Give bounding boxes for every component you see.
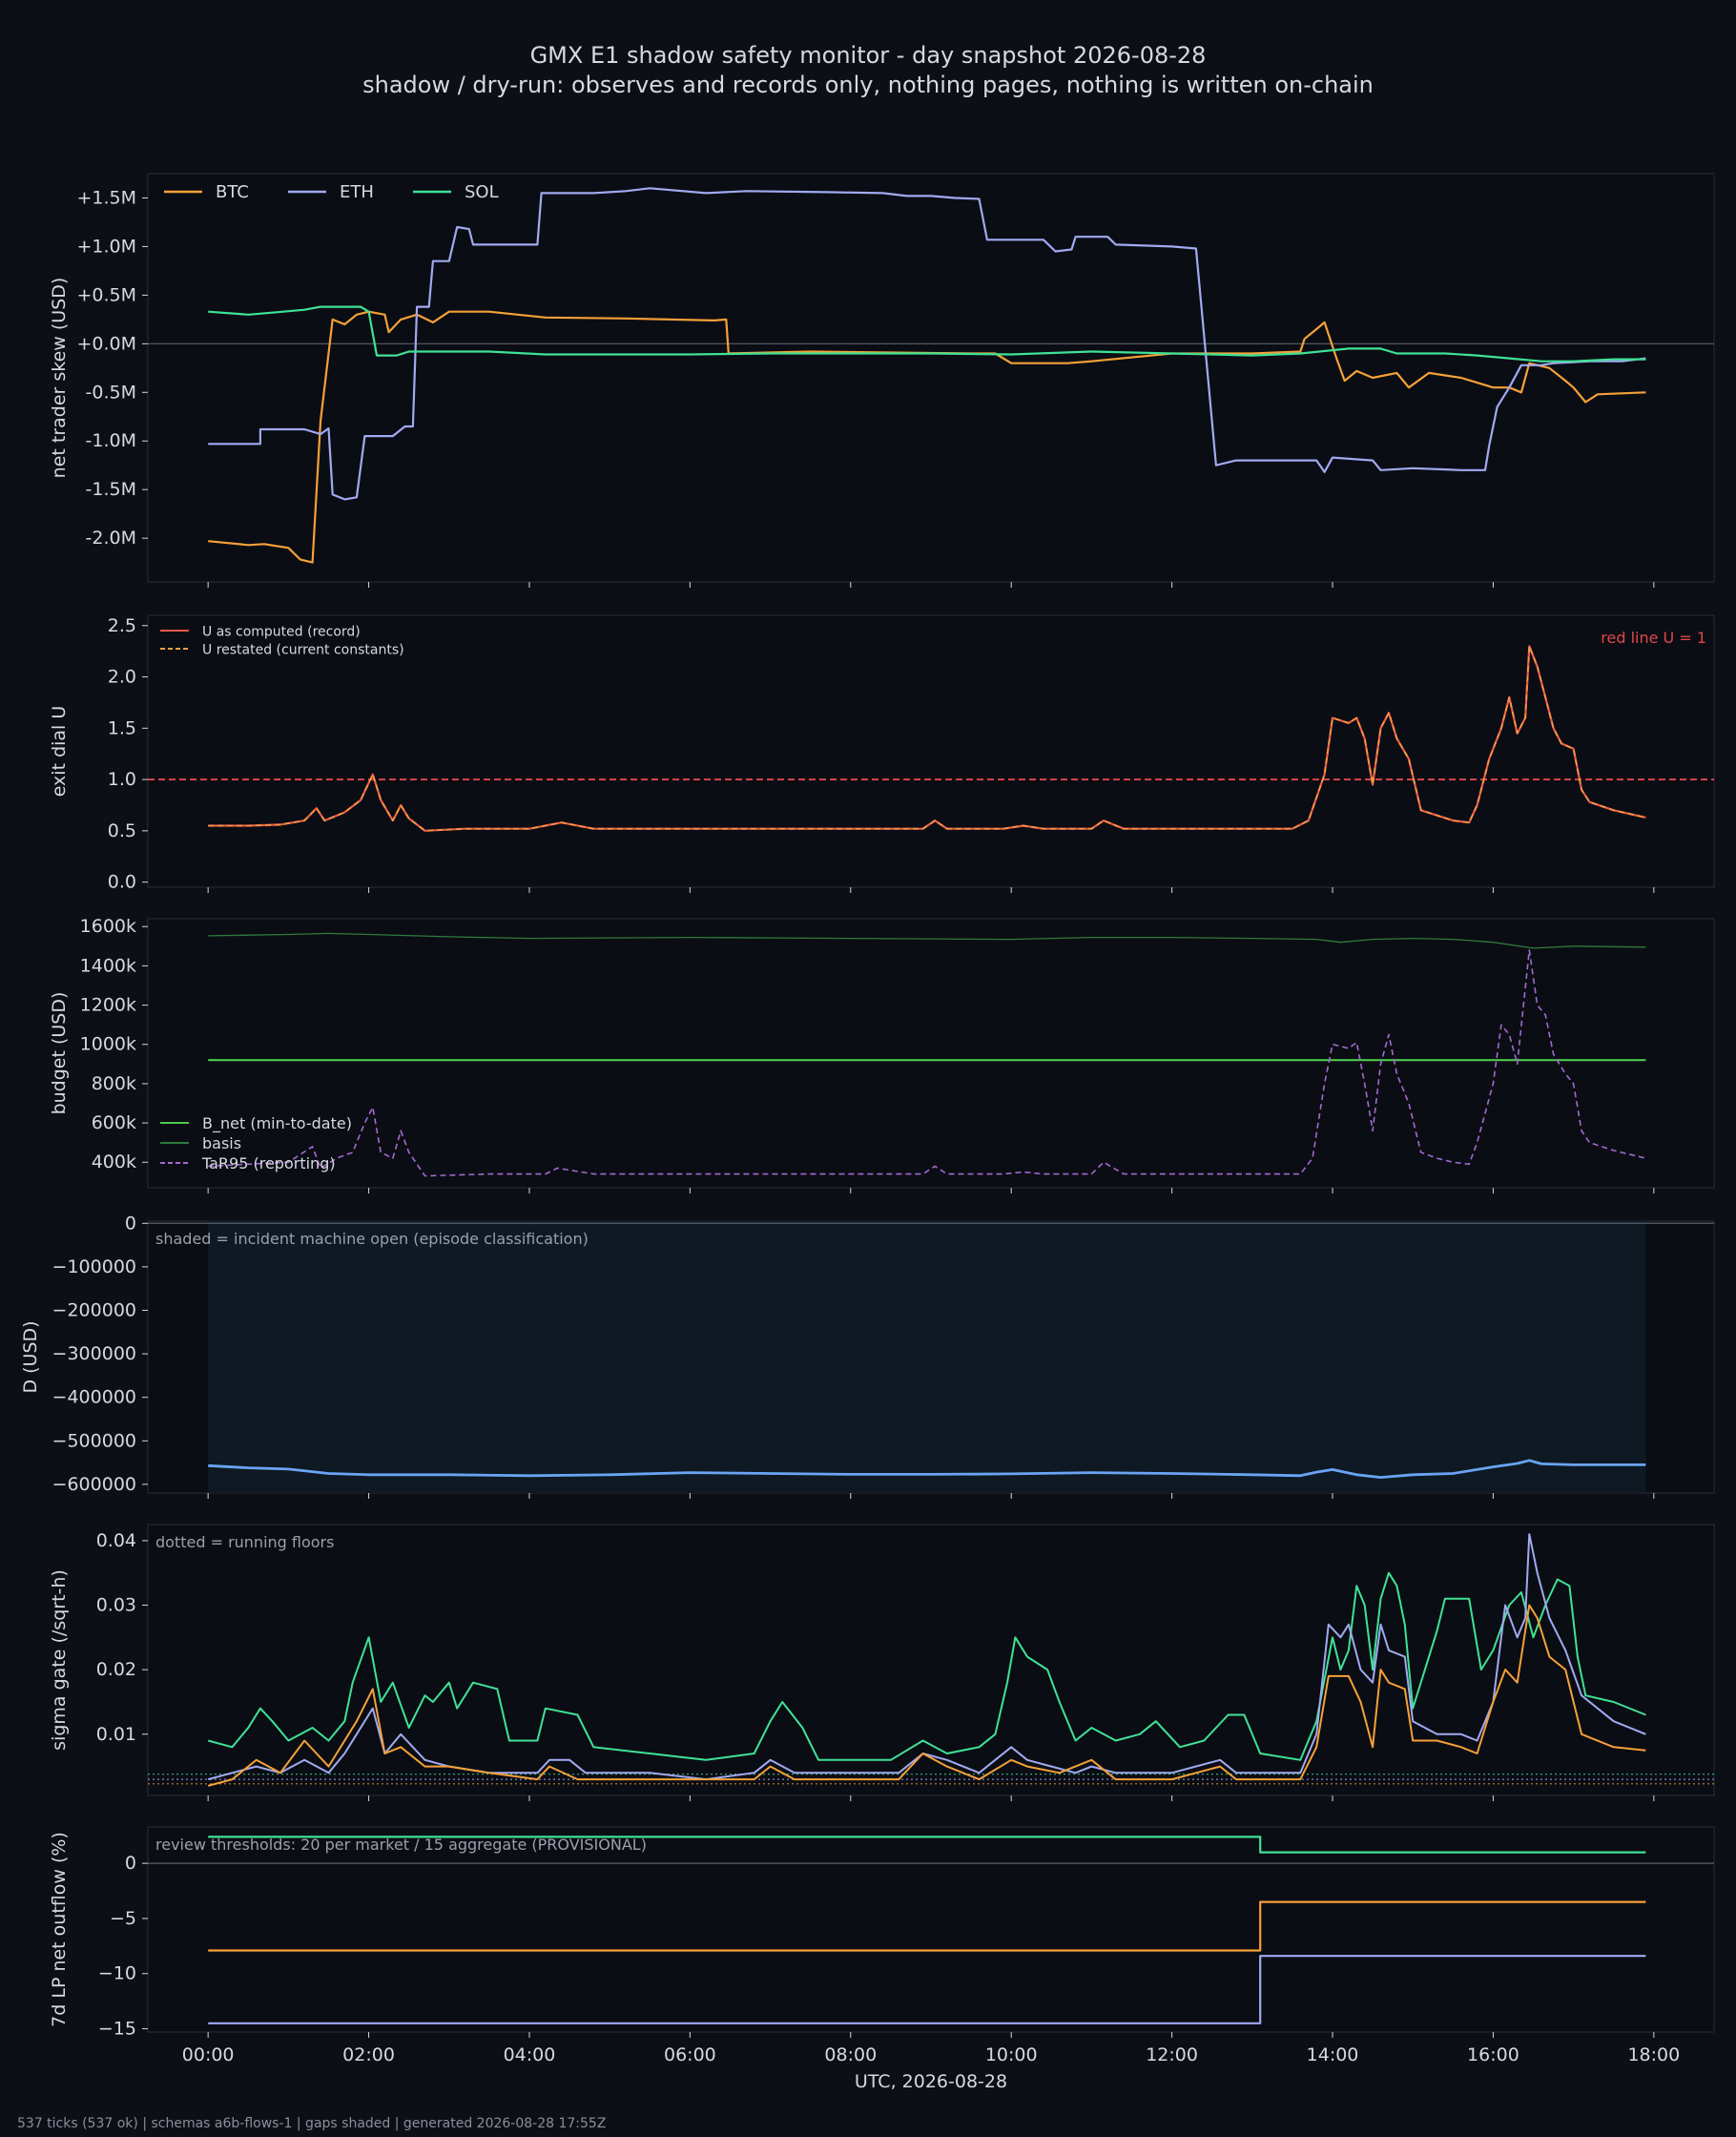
legend: B_net (min-to-date)basis TaR95 (reporting… — [160, 1114, 352, 1172]
x-tick-label: 18:00 — [1627, 2044, 1680, 2065]
panel-sigma: 0.04 0.03 0.02 0.01 sigma gate (/sqrt-h) dott… — [49, 1524, 1715, 1801]
y-tick-label: 0 — [125, 1853, 136, 1874]
panel-annotation: dotted = running floors — [155, 1533, 334, 1551]
y-tick-label: +1.0M — [76, 236, 136, 257]
series-line-tar95-reporting — [208, 949, 1646, 1177]
y-axis-label: 7d LP net outflow (%) — [49, 1832, 70, 2027]
x-tick-label: 10:00 — [985, 2044, 1038, 2065]
y-tick-label: −600000 — [52, 1474, 136, 1495]
incident-shaded-span — [208, 1221, 1646, 1493]
series-line-sol — [208, 305, 1646, 363]
chart-panels: +1.5M +1.0M +0.5M +0.0M -0.5M -1.0M -1.5M -2.0M… — [20, 173, 1715, 2092]
x-axis-label: UTC, 2026-08-28 — [855, 2071, 1007, 2092]
legend-label: U as computed (record) — [202, 624, 361, 639]
panel-annotation: shaded = incident machine open (episode … — [155, 1230, 589, 1248]
y-tick-label: 0.01 — [96, 1724, 136, 1745]
y-tick-label: 0.03 — [96, 1595, 136, 1616]
panel-d-usd: 0 −100000 −200000 −300000 −400000 −500000 −600… — [20, 1213, 1715, 1499]
y-tick-label: −200000 — [52, 1299, 136, 1320]
series-line-basis — [208, 932, 1646, 949]
y-tick-label: -1.5M — [86, 479, 136, 500]
series-line-btc — [208, 1900, 1646, 1952]
series-line-u-restated-current-constants — [208, 645, 1646, 832]
y-tick-label: +0.0M — [76, 333, 136, 354]
panel-frame — [147, 918, 1715, 1189]
y-tick-label: 0.0 — [108, 872, 136, 893]
figure-subtitle: shadow / dry-run: observes and records o… — [362, 72, 1374, 98]
panel-lp-outflow: 0 −5 −10 −15 7d LP net outflow (%) review thr… — [49, 1826, 1715, 2092]
y-tick-label: 1400k — [80, 955, 136, 976]
x-tick-label: 06:00 — [664, 2044, 716, 2065]
panel-exit-dial: 2.5 2.0 1.5 1.0 0.5 0.0 exit dial U red line U … — [49, 614, 1715, 893]
y-axis-label: budget (USD) — [49, 992, 70, 1115]
legend-label: B_net (min-to-date) — [202, 1114, 352, 1133]
y-tick-label: −400000 — [52, 1387, 136, 1408]
y-tick-label: +0.5M — [76, 284, 136, 305]
y-tick-label: 0.5 — [108, 820, 136, 841]
y-axis-label: D (USD) — [20, 1320, 41, 1393]
y-tick-label: 0.04 — [96, 1530, 136, 1551]
y-tick-label: 2.5 — [108, 615, 136, 636]
y-tick-label: 0 — [125, 1213, 136, 1234]
y-tick-label: −10 — [98, 1963, 136, 1984]
x-tick-label: 00:00 — [182, 2044, 235, 2065]
panel-annotation: review thresholds: 20 per market / 15 ag… — [155, 1836, 647, 1854]
footer-status: 537 ticks (537 ok) | schemas a6b-flows-1… — [17, 2116, 606, 2131]
y-tick-label: −300000 — [52, 1343, 136, 1364]
y-tick-label: 1200k — [80, 995, 136, 1016]
legend-label: ETH — [340, 182, 374, 202]
legend-label: basis — [202, 1134, 241, 1152]
y-tick-label: 1600k — [80, 916, 136, 937]
legend: U as computed (record) U restated (curren… — [160, 624, 404, 657]
y-tick-label: 800k — [92, 1073, 136, 1094]
legend-label: BTC — [216, 182, 249, 202]
panel-frame — [147, 173, 1715, 583]
legend-label: U restated (current constants) — [202, 642, 404, 657]
panel-frame — [147, 1826, 1715, 2033]
series-line-btc — [207, 1604, 1646, 1787]
series-line-eth — [208, 187, 1646, 501]
panel-budget: 1600k 1400k 1200k 1000k 800k 600k 400k budget (… — [49, 916, 1715, 1193]
y-tick-label: −5 — [110, 1908, 136, 1929]
y-tick-label: −15 — [98, 2019, 136, 2040]
y-tick-label: -2.0M — [86, 528, 136, 549]
panel-frame — [147, 1524, 1715, 1796]
y-axis-label: net trader skew (USD) — [49, 278, 70, 479]
redline-label: red line U = 1 — [1601, 629, 1706, 647]
y-tick-label: -0.5M — [86, 382, 136, 403]
panel-frame — [147, 614, 1715, 888]
legend-label: SOL — [465, 182, 499, 202]
x-tick-label: 08:00 — [824, 2044, 877, 2065]
y-tick-label: 0.02 — [96, 1659, 136, 1680]
x-tick-label: 02:00 — [342, 2044, 395, 2065]
y-tick-label: -1.0M — [86, 430, 136, 451]
y-tick-label: −100000 — [52, 1256, 136, 1277]
x-tick-label: 16:00 — [1467, 2044, 1519, 2065]
y-tick-label: −500000 — [52, 1430, 136, 1451]
series-line-btc — [208, 310, 1646, 564]
y-tick-label: 1000k — [80, 1034, 136, 1055]
legend-label: TaR95 (reporting) — [201, 1154, 336, 1172]
series-line-sol — [208, 1836, 1646, 1854]
y-tick-label: +1.5M — [76, 187, 136, 208]
x-tick-label: 12:00 — [1146, 2044, 1198, 2065]
y-tick-label: 2.0 — [108, 667, 136, 688]
y-tick-label: 1.5 — [108, 717, 136, 738]
y-axis-label: exit dial U — [49, 706, 70, 798]
y-tick-label: 400k — [92, 1151, 136, 1172]
series-line-eth — [208, 1955, 1646, 2024]
figure-title: GMX E1 shadow safety monitor - day snaps… — [530, 42, 1207, 69]
x-tick-label: 14:00 — [1307, 2044, 1359, 2065]
y-axis-label: sigma gate (/sqrt-h) — [49, 1569, 70, 1751]
series-line-series — [208, 1459, 1646, 1479]
series-line-sol — [207, 1571, 1646, 1761]
legend: BTC ETH SOL — [164, 182, 499, 202]
y-tick-label: 1.0 — [108, 769, 136, 790]
x-tick-label: 04:00 — [504, 2044, 556, 2065]
panel-skew: +1.5M +1.0M +0.5M +0.0M -0.5M -1.0M -1.5M -2.0M… — [49, 173, 1715, 588]
y-tick-label: 600k — [92, 1112, 136, 1133]
